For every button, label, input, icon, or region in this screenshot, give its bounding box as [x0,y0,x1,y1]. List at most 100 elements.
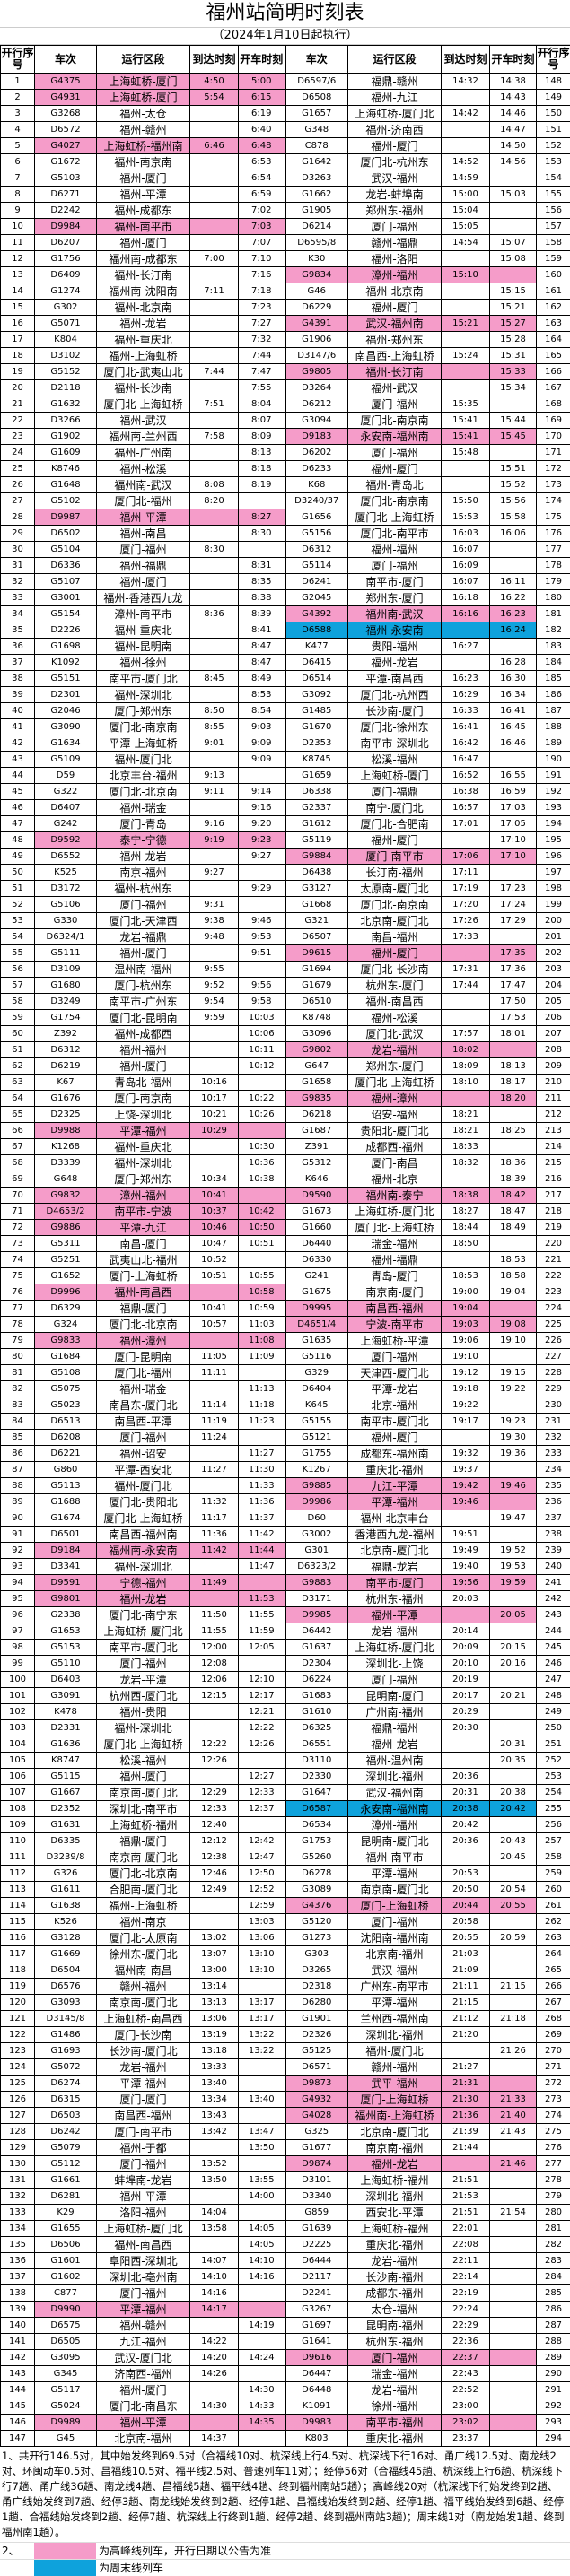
right-route-cell: 福州南-泰宁 [348,1188,442,1204]
left-arrival-cell: 13:14 [190,1979,239,1995]
left-departure-cell [239,897,285,913]
left-route-cell: 福州-龙岩 [97,316,190,332]
cell-seq: 11 [1,235,35,251]
cell-seq: 294 [537,2431,570,2447]
cell-seq: 225 [537,1317,570,1333]
cell-seq: 276 [537,2140,570,2156]
left-route-cell: 厦门北-昆明南 [97,1010,190,1026]
right-departure-cell: 16:55 [490,768,537,784]
right-departure-cell [490,865,537,881]
right-train-cell: D6510 [285,994,348,1010]
left-departure-cell: 12:10 [239,1672,285,1688]
left-train-cell: D6506 [35,2237,97,2253]
left-route-cell: 青岛北-福州 [97,1075,190,1091]
left-arrival-cell [190,2189,239,2205]
left-route-cell: 福州-贵阳 [97,1704,190,1720]
cell-seq: 39 [1,687,35,703]
right-train-cell: D6447 [285,2366,348,2382]
left-train-cell: D9984 [35,219,97,235]
right-train-cell: G1637 [285,1640,348,1656]
left-arrival-cell: 11:17 [190,1510,239,1527]
left-route-cell: 平潭-西安北 [97,1462,190,1478]
left-departure-cell: 14:10 [239,2253,285,2269]
cell-seq: 130 [1,2156,35,2172]
left-train-cell: D6242 [35,2124,97,2140]
right-route-cell: 福州-厦门 [348,138,442,154]
right-departure-cell: 18:53 [490,1252,537,1268]
right-arrival-cell [442,1252,490,1268]
right-arrival-cell: 15:05 [442,219,490,235]
right-train-cell: K645 [285,1397,348,1414]
cell-seq: 68 [1,1155,35,1171]
left-departure-cell: 9:20 [239,816,285,832]
left-departure-cell: 13:17 [239,1995,285,2011]
left-train-cell: G1669 [35,1946,97,1962]
right-departure-cell: 21:46 [490,2156,537,2172]
cell-seq: 9 [1,203,35,219]
left-train-cell: K804 [35,332,97,348]
cell-seq: 227 [537,1349,570,1365]
cell-seq: 87 [1,1462,35,1478]
left-departure-cell: 8:19 [239,477,285,493]
cell-seq: 14 [1,283,35,300]
right-departure-cell: 17:35 [490,945,537,962]
left-arrival-cell: 12:29 [190,1785,239,1801]
right-route-cell: 郑州东-厦门 [348,590,442,606]
left-departure-cell: 12:47 [239,1849,285,1866]
right-route-cell: 诏安-福州 [348,1107,442,1123]
left-train-cell: Z392 [35,1026,97,1042]
cell-seq: 242 [537,1591,570,1607]
right-train-cell: D3240/37 [285,493,348,509]
cell-seq: 166 [537,364,570,380]
cell-seq: 182 [537,622,570,639]
cell-seq: 66 [1,1123,35,1139]
left-departure-cell [239,1656,285,1672]
right-departure-cell: 15:31 [490,348,537,364]
cell-seq: 141 [1,2334,35,2350]
left-departure-cell: 9:14 [239,784,285,800]
right-route-cell: 深圳北-福州 [348,2027,442,2043]
right-departure-cell: 14:43 [490,90,537,106]
left-arrival-cell [190,1704,239,1720]
left-train-cell: G322 [35,784,97,800]
cell-seq: 176 [537,526,570,542]
right-train-cell: G1660 [285,1220,348,1236]
left-route-cell: 深圳北-亳州南 [97,2269,190,2285]
right-train-cell: D3263 [285,170,348,187]
right-route-cell: 西安北-平潭 [348,2205,442,2221]
right-route-cell: 福州-郑州东 [348,332,442,348]
right-departure-cell: 15:21 [490,300,537,316]
left-arrival-cell [190,639,239,655]
cell-seq: 188 [537,719,570,735]
left-route-cell: 福州-厦门北 [97,752,190,768]
left-route-cell: 福州-厦门 [97,945,190,962]
cell-seq: 122 [1,2027,35,2043]
right-train-cell: D9873 [285,2076,348,2092]
cell-seq: 189 [537,735,570,752]
left-train-cell: G5109 [35,752,97,768]
right-train-cell: D6534 [285,1817,348,1833]
left-route-cell: 南昌西-福州南 [97,1527,190,1543]
left-departure-cell [239,1365,285,1381]
left-departure-cell: 14:16 [239,2269,285,2285]
left-route-cell: 漳州-南平市 [97,606,190,622]
cell-seq: 197 [537,865,570,881]
right-route-cell: 漳州-福州 [348,1817,442,1833]
cell-seq: 85 [1,1430,35,1446]
cell-seq: 170 [537,429,570,445]
left-arrival-cell: 12:26 [190,1753,239,1769]
left-arrival-cell: 14:17 [190,2302,239,2318]
left-train-cell: D3249 [35,994,97,1010]
left-route-cell: 厦门北-天津西 [97,913,190,929]
right-arrival-cell: 18:50 [442,1236,490,1252]
right-route-cell: 北京南-厦门北 [348,913,442,929]
left-arrival-cell [190,267,239,283]
left-departure-cell: 9:16 [239,800,285,816]
right-arrival-cell [442,655,490,671]
